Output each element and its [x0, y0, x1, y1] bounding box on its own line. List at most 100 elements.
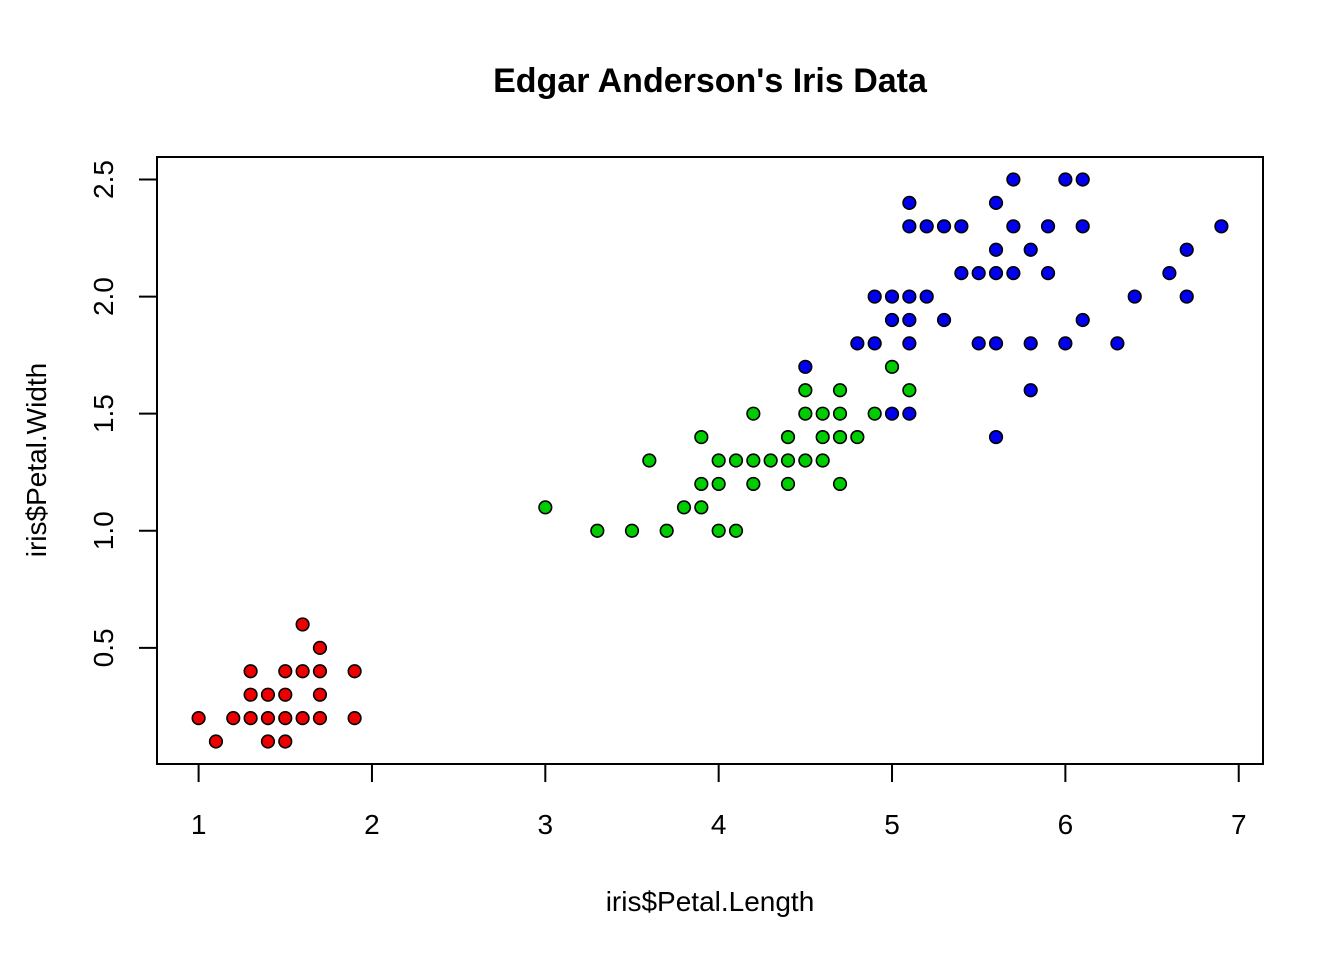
data-point: [1075, 219, 1090, 234]
data-point: [815, 453, 830, 468]
data-point: [1058, 172, 1073, 187]
y-axis: 0.5 1.0 1.5 2.0 2.5: [88, 160, 158, 667]
data-point: [711, 453, 726, 468]
data-point: [1075, 312, 1090, 328]
data-point: [971, 336, 986, 351]
data-point: [780, 453, 796, 468]
y-tick-label: 1.5: [88, 394, 119, 433]
data-point: [278, 664, 293, 679]
x-axis: 1 2 3 4 5 6 7: [191, 763, 1247, 840]
data-point: [278, 734, 293, 749]
data-point: [312, 711, 328, 726]
data-point: [902, 219, 917, 234]
data-point: [243, 711, 258, 726]
data-point: [832, 476, 848, 492]
data-point: [191, 711, 206, 726]
data-point: [1023, 336, 1038, 351]
data-point: [884, 312, 900, 328]
data-point: [746, 453, 761, 468]
y-tick-label: 2.5: [88, 160, 119, 199]
data-point: [988, 266, 1004, 281]
data-point: [243, 687, 258, 702]
data-point: [850, 429, 865, 445]
data-point: [295, 664, 310, 679]
x-tick-label: 1: [191, 809, 207, 840]
data-point: [954, 266, 969, 281]
data-point: [694, 476, 709, 492]
data-point: [798, 359, 813, 374]
data-point: [1075, 172, 1090, 187]
data-point: [260, 711, 276, 726]
data-point: [1006, 172, 1021, 187]
y-tick-label: 0.5: [88, 628, 119, 667]
data-point: [850, 336, 865, 351]
data-point: [746, 406, 761, 421]
data-point: [746, 476, 761, 492]
data-point: [711, 523, 726, 538]
data-point: [347, 711, 362, 726]
data-point: [1040, 266, 1056, 281]
x-tick-label: 4: [711, 809, 727, 840]
data-point: [624, 523, 640, 538]
data-point: [815, 406, 830, 421]
data-point: [659, 523, 674, 538]
data-point: [936, 219, 952, 234]
data-point: [902, 195, 917, 210]
data-point: [538, 500, 553, 515]
data-point: [988, 429, 1004, 445]
data-point: [260, 687, 276, 702]
data-point: [902, 406, 917, 421]
data-point: [1058, 336, 1073, 351]
data-point: [676, 500, 692, 515]
data-point: [988, 195, 1004, 210]
data-point: [936, 312, 952, 328]
data-point: [954, 219, 969, 234]
data-point: [1023, 242, 1038, 257]
data-point: [902, 383, 917, 398]
data-point: [694, 429, 709, 445]
data-point: [728, 453, 744, 468]
data-point: [1127, 289, 1142, 304]
data-point: [832, 429, 848, 445]
data-point: [884, 289, 900, 304]
data-point: [902, 289, 917, 304]
data-point: [798, 406, 813, 421]
data-point: [763, 453, 778, 468]
data-point: [243, 664, 258, 679]
data-point: [1214, 219, 1229, 234]
data-point: [728, 523, 744, 538]
data-point: [919, 219, 934, 234]
data-point: [260, 734, 276, 749]
x-tick-label: 2: [364, 809, 380, 840]
x-axis-label: iris$Petal.Length: [606, 886, 815, 917]
data-point: [798, 383, 813, 398]
data-point: [278, 711, 293, 726]
x-tick-label: 3: [538, 809, 554, 840]
data-point: [780, 429, 796, 445]
data-point: [694, 500, 709, 515]
data-point: [1162, 266, 1177, 281]
data-point: [312, 664, 328, 679]
data-point: [1179, 289, 1194, 304]
x-tick-label: 5: [884, 809, 900, 840]
data-point: [884, 406, 900, 421]
data-point: [295, 617, 310, 632]
data-point: [1179, 242, 1194, 257]
data-point: [711, 476, 726, 492]
data-point: [278, 687, 293, 702]
y-axis-label: iris$Petal.Width: [21, 363, 52, 558]
data-point: [312, 687, 328, 702]
data-point: [347, 664, 362, 679]
data-point: [919, 289, 934, 304]
data-point: [867, 336, 882, 351]
data-point: [815, 429, 830, 445]
data-point: [832, 383, 848, 398]
x-tick-label: 7: [1231, 809, 1247, 840]
y-tick-label: 1.0: [88, 511, 119, 550]
data-point: [971, 266, 986, 281]
data-point: [988, 242, 1004, 257]
x-tick-label: 6: [1058, 809, 1074, 840]
data-point: [867, 289, 882, 304]
data-point: [1023, 383, 1038, 398]
